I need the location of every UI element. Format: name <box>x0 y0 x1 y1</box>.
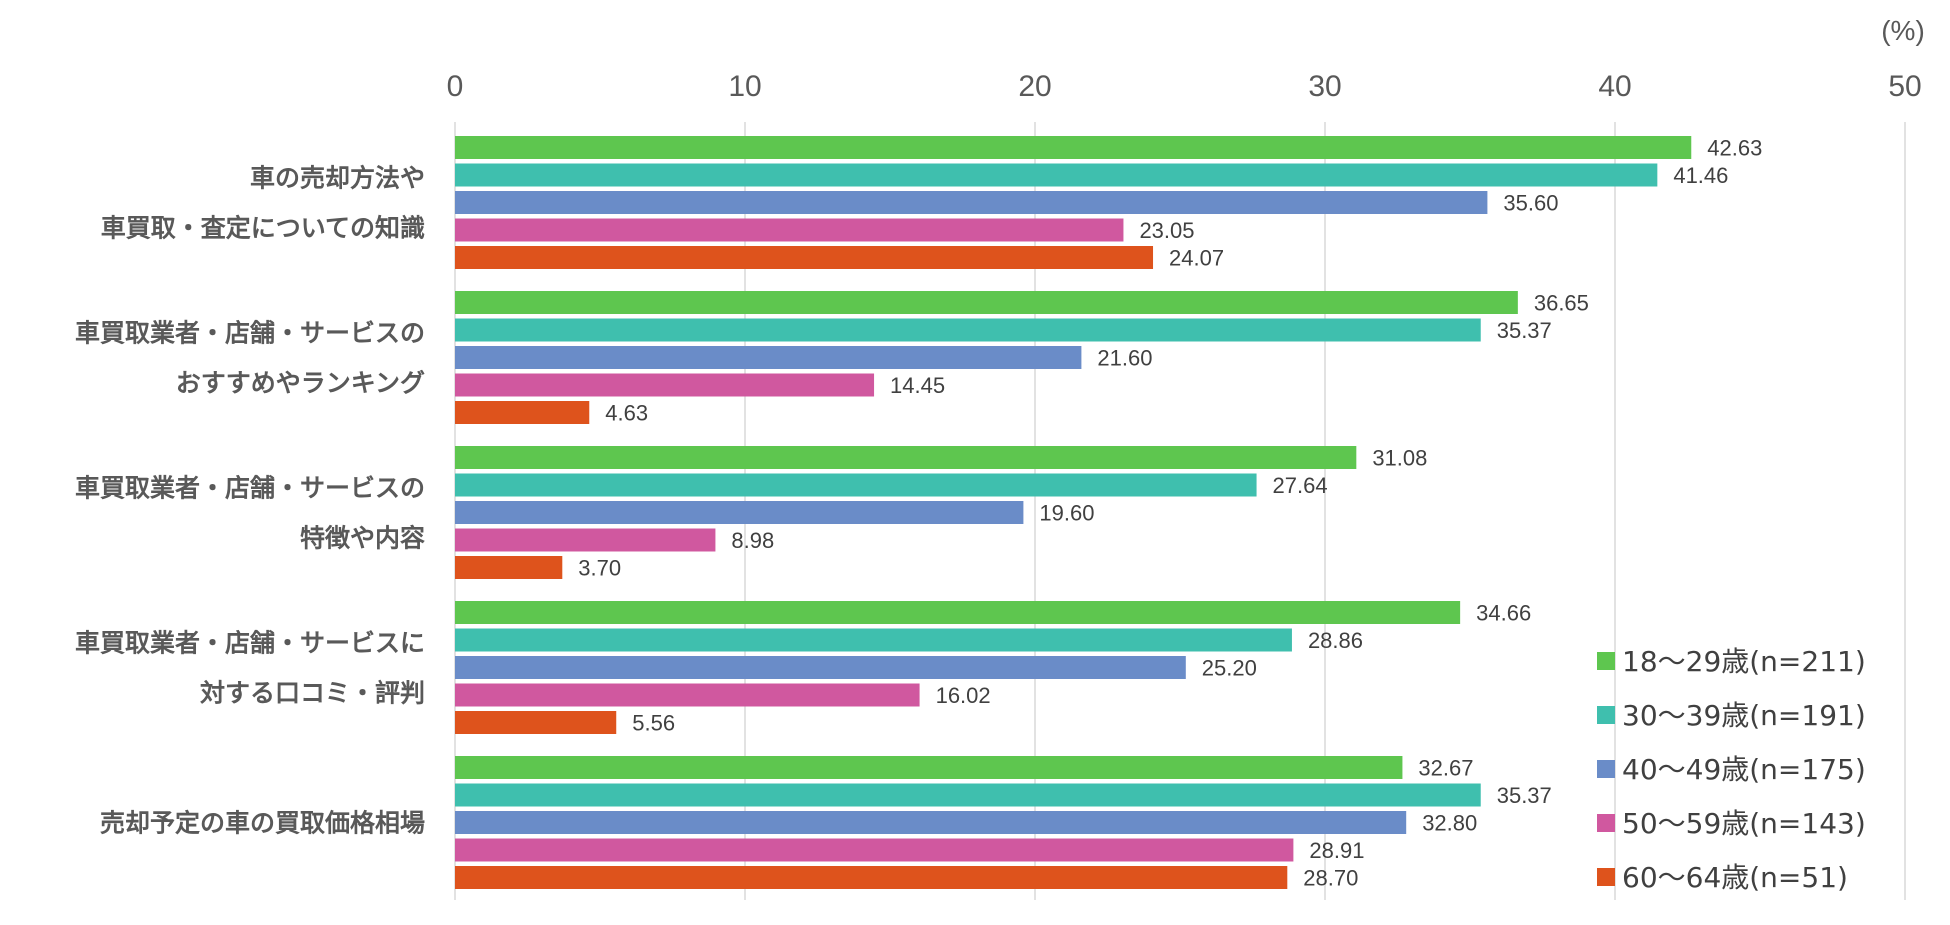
bar-s1-c1 <box>455 136 1692 159</box>
bar-s4-c5 <box>455 838 1294 862</box>
bars: 42.63 36.65 31.08 34.66 32.67 41.46 35.37 27.64… <box>455 136 1762 891</box>
category-label-3-line-2: 特徴や内容 <box>300 524 425 553</box>
bar-s4-c3 <box>455 528 716 552</box>
x-tick-label-20: 20 <box>1018 70 1051 103</box>
legend-label-4: 50〜59歳(n=143) <box>1622 807 1866 840</box>
data-label-s3-c4: 25.20 <box>1202 656 1257 681</box>
bar-s1-c4 <box>455 601 1461 624</box>
bar-s1-c3 <box>455 446 1357 469</box>
data-label-s1-c5: 32.67 <box>1418 756 1473 781</box>
x-tick-label-40: 40 <box>1598 70 1631 103</box>
data-label-s1-c1: 42.63 <box>1707 136 1762 161</box>
legend-label-3: 40〜49歳(n=175) <box>1622 753 1866 786</box>
data-label-s4-c1: 23.05 <box>1139 218 1194 243</box>
bar-s3-c5 <box>455 811 1407 834</box>
category-label-5-line-1: 売却予定の車の買取価格相場 <box>100 809 425 838</box>
data-label-s3-c1: 35.60 <box>1503 191 1558 216</box>
legend-label-1: 18〜29歳(n=211) <box>1622 645 1866 678</box>
bar-s5-c1 <box>455 246 1154 269</box>
legend-swatch-3 <box>1597 760 1615 778</box>
legend-swatch-1 <box>1597 652 1615 670</box>
data-label-s4-c2: 14.45 <box>890 373 945 398</box>
x-axis-ticks: 0 10 20 30 40 50 <box>447 70 1922 103</box>
category-labels: 車の売却方法や車買取・査定についての知識車買取業者・店舗・サービスのおすすめやラ… <box>75 164 425 838</box>
bar-s5-c3 <box>455 556 563 579</box>
data-label-s1-c3: 31.08 <box>1372 446 1427 471</box>
data-label-s2-c3: 27.64 <box>1273 473 1328 498</box>
data-label-s1-c2: 36.65 <box>1534 291 1589 316</box>
legend-label-5: 60〜64歳(n=51) <box>1622 861 1848 894</box>
bar-s2-c4 <box>455 628 1292 652</box>
bar-s3-c1 <box>455 191 1488 214</box>
legend: 18〜29歳(n=211) 30〜39歳(n=191) 40〜49歳(n=175) 5… <box>1597 645 1866 894</box>
data-label-s5-c2: 4.63 <box>605 401 648 426</box>
data-label-s2-c5: 35.37 <box>1497 783 1552 808</box>
bar-s2-c2 <box>455 318 1481 342</box>
data-label-s5-c5: 28.70 <box>1303 866 1358 891</box>
legend-swatch-2 <box>1597 706 1615 724</box>
x-tick-label-30: 30 <box>1308 70 1341 103</box>
data-label-s5-c1: 24.07 <box>1169 246 1224 271</box>
bar-s2-c3 <box>455 473 1257 497</box>
data-label-s4-c5: 28.91 <box>1309 838 1364 863</box>
bar-s2-c5 <box>455 783 1481 807</box>
bar-s1-c5 <box>455 756 1403 779</box>
category-label-1-line-1: 車の売却方法や <box>250 164 425 193</box>
x-tick-label-50: 50 <box>1888 70 1921 103</box>
data-label-s3-c5: 32.80 <box>1422 811 1477 836</box>
data-label-s5-c3: 3.70 <box>578 556 621 581</box>
category-label-2-line-2: おすすめやランキング <box>176 369 425 398</box>
data-label-s2-c4: 28.86 <box>1308 628 1363 653</box>
bar-s5-c4 <box>455 711 617 734</box>
bar-s3-c3 <box>455 501 1024 524</box>
bar-s1-c2 <box>455 291 1518 314</box>
x-tick-label-10: 10 <box>728 70 761 103</box>
category-label-2-line-1: 車買取業者・店舗・サービスの <box>75 319 425 348</box>
bar-s4-c2 <box>455 373 875 397</box>
x-tick-label-0: 0 <box>447 70 464 103</box>
bar-s5-c2 <box>455 401 590 424</box>
data-label-s3-c3: 19.60 <box>1039 501 1094 526</box>
legend-swatch-4 <box>1597 814 1615 832</box>
data-label-s3-c2: 21.60 <box>1097 346 1152 371</box>
data-label-s4-c3: 8.98 <box>731 528 774 553</box>
data-label-s5-c4: 5.56 <box>632 711 675 736</box>
bar-s5-c5 <box>455 866 1288 889</box>
category-label-4-line-1: 車買取業者・店舗・サービスに <box>75 629 425 658</box>
bar-s3-c4 <box>455 656 1186 679</box>
data-label-s2-c2: 35.37 <box>1497 318 1552 343</box>
unit-label: (%) <box>1881 15 1925 46</box>
data-label-s1-c4: 34.66 <box>1476 601 1531 626</box>
category-label-3-line-1: 車買取業者・店舗・サービスの <box>75 474 425 503</box>
bar-s4-c4 <box>455 683 920 707</box>
category-label-4-line-2: 対する口コミ・評判 <box>200 679 425 708</box>
data-label-s4-c4: 16.02 <box>936 683 991 708</box>
data-label-s2-c1: 41.46 <box>1673 163 1728 188</box>
bar-s4-c1 <box>455 218 1124 242</box>
bar-s2-c1 <box>455 163 1658 187</box>
legend-swatch-5 <box>1597 868 1615 886</box>
category-label-1-line-2: 車買取・査定についての知識 <box>101 214 425 243</box>
bar-s3-c2 <box>455 346 1082 369</box>
legend-label-2: 30〜39歳(n=191) <box>1622 699 1866 732</box>
